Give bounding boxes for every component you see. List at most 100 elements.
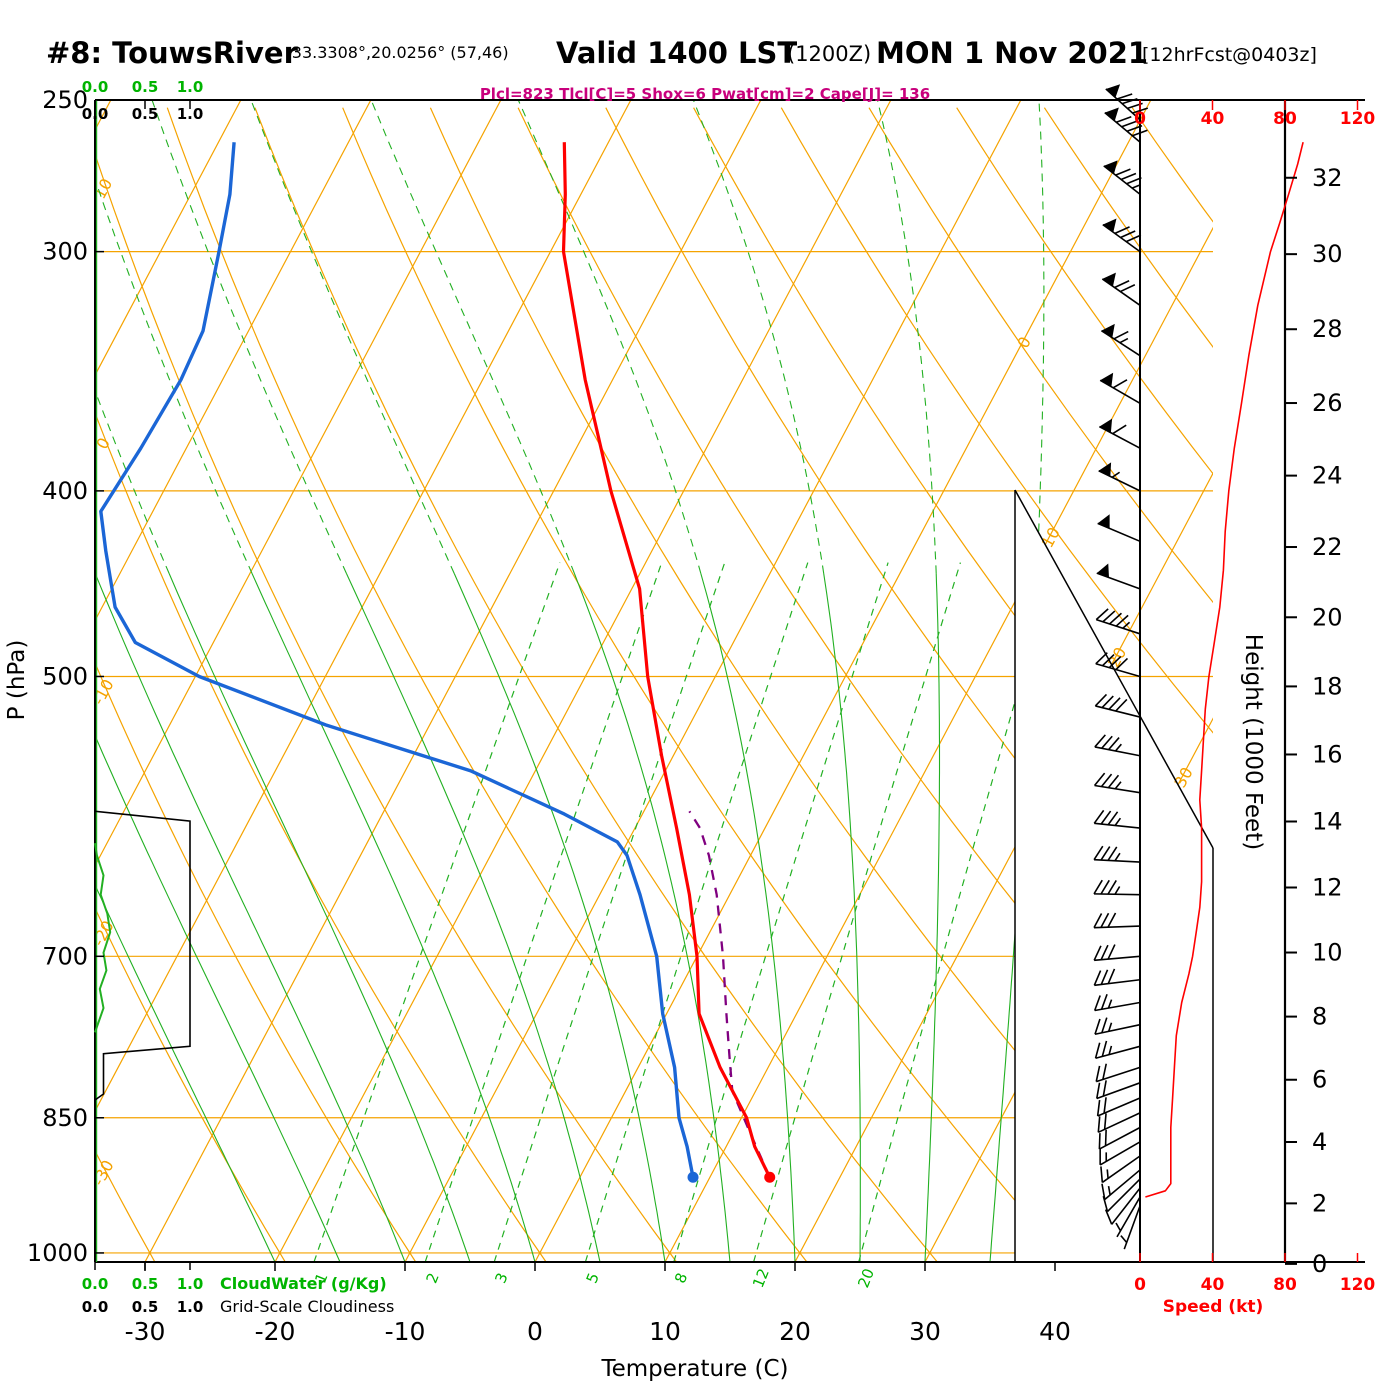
wind-barb [1096,1097,1141,1117]
wind-barb [1093,809,1141,829]
station-title: #8: TouwsRiver [46,36,299,70]
wind-barb-full [1100,1166,1104,1183]
wind-barb-staff [1095,705,1141,718]
temperature-tick-label: 20 [779,1317,811,1346]
dry-adiabat-line [95,107,417,1262]
wind-barb-full [1100,846,1111,861]
moist-adiabat-line [924,573,941,1262]
wind-barb-full [1121,97,1138,105]
wind-barb [1101,272,1141,306]
cloud-water-curve [94,843,112,1033]
temperature-tick-label: -10 [385,1317,426,1346]
height-tick-label: 4 [1312,1128,1327,1156]
isotherm-line [664,100,1213,1262]
wind-barb-full [1107,846,1118,861]
moist-adiabat-line [823,573,861,1262]
wind-barb-staff [1094,978,1141,987]
wind-barb-staff [1094,1023,1141,1036]
wind-barb [1093,912,1141,929]
moist-adiabat-line [345,573,601,1262]
wind-barb-half [1106,1169,1109,1179]
pressure-tick-label: 500 [42,662,88,690]
wind-barb-full [1121,120,1137,128]
wind-barb-half [1131,183,1141,189]
moist-adiabat-line [700,573,796,1262]
mixing-ratio-label: 8 [671,1270,691,1286]
height-tick-label: 16 [1312,740,1343,768]
wind-barb-full [1107,811,1119,826]
temperature-tick-label: -20 [255,1317,296,1346]
speed-tick-label-bottom: 80 [1273,1275,1297,1295]
mixing-ratio-line [313,562,561,1262]
wind-barb-full [1107,912,1117,928]
moist-adiabat-line [573,573,731,1262]
moist-adiabat-line [251,573,536,1262]
wind-barb-full [1113,330,1129,340]
forecast-tag: [12hrFcst@0403z] [1142,44,1317,66]
wind-barb [1104,1187,1141,1225]
wind-barb-full [1107,737,1120,751]
height-tick-label: 30 [1312,240,1343,268]
cloudiness-scale-top: 1.0 [177,105,204,123]
dry-adiabat-line [166,107,808,1262]
speed-tick-label-bottom: 0 [1134,1275,1146,1295]
moist-adiabat-line-upper [515,100,702,574]
height-tick-label: 22 [1312,533,1343,561]
wind-barb-full [1093,845,1104,861]
mixing-ratio-line [424,562,663,1262]
pressure-axis-label: P (hPa) [4,640,30,721]
wind-barb-full [1094,1042,1101,1059]
mixing-ratio-label: 12 [749,1266,773,1290]
cloudiness-axis-label: Grid-Scale Cloudiness [220,1297,394,1316]
wind-barb-staff [1105,88,1141,121]
temperature-trace [561,142,772,1178]
wind-barb-full [1101,1017,1108,1034]
wind-barb-flag [1097,514,1110,529]
wind-barb-staff [1099,379,1141,404]
wind-barb-half [1107,1185,1111,1196]
cloudiness-scale-top: 0.5 [132,105,159,123]
wind-barb-full [1093,995,1101,1011]
wind-barb-full [1095,1065,1101,1082]
moist-adiabat-line-upper [1036,100,1045,574]
wind-barb-flag [1102,272,1116,287]
wind-barb-staff [1093,893,1141,896]
wind-barb-staff [1094,1001,1141,1012]
height-tick-label: 20 [1312,603,1343,631]
wind-barb-half [1108,1045,1113,1055]
cloudiness-scale-bottom: 0.5 [132,1298,159,1316]
cloudiness-scale-bottom: 0.0 [82,1298,109,1316]
wind-barb-flag [1100,372,1114,387]
moist-adiabat-line-upper [95,100,170,574]
cloudwater-scale-bottom: 1.0 [177,1275,204,1293]
wind-barb-full [1094,693,1108,707]
dry-adiabat-line [605,107,1213,1262]
wind-barb-half [1114,743,1122,752]
wind-barb-full [1112,379,1128,389]
wind-barb-full [1104,1209,1113,1225]
speed-tick-label-top: 80 [1273,109,1297,129]
wind-barb [1102,1178,1141,1213]
wind-barb-full [1095,652,1108,665]
wind-barb [1104,107,1148,143]
wind-barb-full [1102,1195,1109,1212]
wind-barb [1097,1112,1141,1134]
dry-adiabat-line [868,107,1213,1262]
wind-barb-full [1114,280,1130,289]
isotherm-line [794,100,1213,1262]
wind-barb-full [1100,944,1109,961]
wind-barb [1093,968,1141,987]
moist-adiabat-line-upper [95,100,253,574]
wind-barb-half [1107,999,1113,1009]
pressure-tick-label: 850 [42,1104,88,1132]
wind-barb [1094,1017,1141,1036]
moist-adiabat-line [95,573,341,1262]
wind-barb-staff [1097,522,1141,543]
wind-barb [1093,845,1141,863]
wind-barb-full [1094,734,1106,748]
wind-barb [1094,734,1141,757]
wind-barb-full [1093,945,1102,961]
wind-barb-full [1095,608,1109,621]
